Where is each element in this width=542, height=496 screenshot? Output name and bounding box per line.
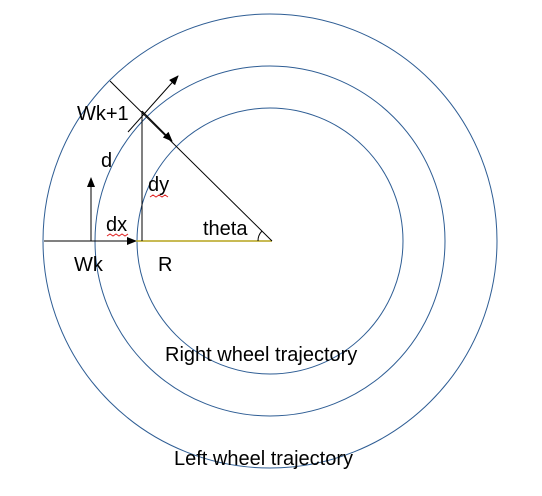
tangent-arrow <box>127 75 179 133</box>
label-dx: dx <box>106 214 127 236</box>
outer-circle-left-wheel <box>42 13 498 469</box>
label-wk: Wk <box>74 254 104 276</box>
label-left-wheel-trajectory: Left wheel trajectory <box>174 448 353 470</box>
diagonal-line-to-center <box>109 80 273 242</box>
diagonal-arrow <box>141 110 173 142</box>
label-r: R <box>158 254 172 276</box>
label-theta: theta <box>203 218 248 240</box>
label-right-wheel-trajectory: Right wheel trajectory <box>165 344 357 366</box>
theta-angle-arc <box>257 230 263 242</box>
dx-spellcheck-squiggle <box>106 233 129 237</box>
label-wk-plus-1: Wk+1 <box>77 103 129 125</box>
label-d: d <box>101 150 112 172</box>
dy-spellcheck-squiggle <box>149 194 169 198</box>
label-dy: dy <box>148 174 169 196</box>
